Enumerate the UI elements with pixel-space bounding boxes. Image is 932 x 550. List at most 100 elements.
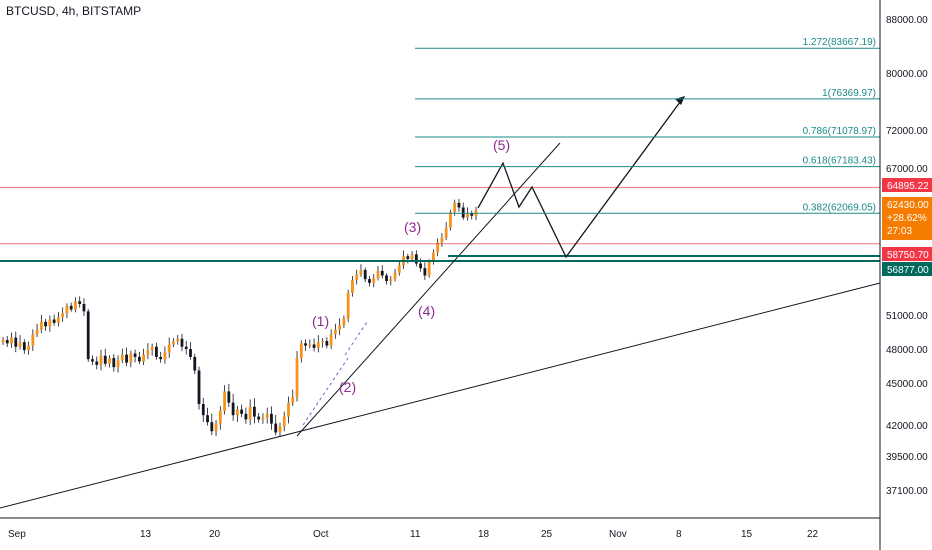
y-tick-label: 51000.00: [886, 311, 928, 322]
candle-body: [304, 343, 307, 346]
candle-body: [35, 329, 39, 335]
x-axis[interactable]: Sep 13 20 Oct 11 18 25 Nov 8 15 22: [8, 529, 819, 540]
short-term-trendline[interactable]: [296, 142, 561, 437]
candle-body: [189, 349, 192, 357]
candle-body: [39, 321, 43, 330]
candle-body: [287, 402, 290, 417]
candle-body: [282, 416, 286, 427]
candle-body: [440, 237, 444, 243]
wave-label: (3): [404, 219, 421, 235]
y-tick-label: 80000.00: [886, 69, 928, 80]
x-tick-label: 25: [541, 529, 553, 540]
candle-body: [308, 344, 312, 346]
candle-body: [427, 261, 431, 276]
candle-body: [56, 317, 60, 323]
long-term-trendline[interactable]: [0, 282, 881, 509]
wave-label: (4): [418, 303, 435, 319]
candle-body: [470, 213, 474, 216]
candle-body: [457, 202, 461, 208]
projection-arrowhead: [675, 96, 685, 105]
candle-body: [265, 413, 269, 418]
candle-body: [112, 358, 116, 368]
candle-body: [142, 354, 146, 362]
candle-body: [321, 341, 324, 343]
wave-label: (1): [312, 313, 329, 329]
candle-body: [184, 346, 188, 349]
candle-body: [69, 305, 73, 310]
wave-dashed-line: [302, 357, 349, 426]
wave-labels: (1) (2) (3) (4) (5): [312, 137, 510, 395]
candle-body: [193, 356, 197, 371]
candle-body: [385, 275, 388, 282]
candle-body: [372, 278, 376, 283]
candle-body: [333, 329, 337, 335]
candle-body: [253, 406, 256, 417]
x-tick-label: Oct: [313, 529, 329, 540]
price-level-badge: [882, 178, 932, 192]
candle-body: [355, 274, 359, 281]
x-tick-label: Nov: [609, 529, 627, 540]
candle-body: [214, 423, 218, 432]
candle-body: [363, 269, 367, 280]
candle-body: [397, 265, 401, 273]
x-tick-label: 22: [807, 529, 819, 540]
y-axis[interactable]: 88000.00 80000.00 72000.00 67000.00 51000.00…: [886, 15, 928, 497]
current-price-badge-text: 62430.00: [887, 200, 929, 211]
current-price-badge-text: +28.62%: [887, 213, 927, 224]
candle-body: [48, 319, 52, 327]
candle-body: [129, 353, 133, 363]
y-tick-label: 39500.00: [886, 452, 928, 463]
price-level-badge: [882, 262, 932, 276]
price-level-badge: [882, 247, 932, 261]
candle-body: [291, 397, 295, 403]
candle-body: [376, 270, 380, 279]
candle-body: [414, 254, 418, 264]
candle-body: [44, 321, 48, 327]
x-tick-label: 13: [140, 529, 152, 540]
candle-body: [244, 413, 248, 420]
candle-body: [270, 413, 273, 424]
candle-body: [86, 311, 90, 360]
candle-body: [419, 263, 423, 269]
candle-body: [206, 415, 209, 423]
candle-body: [22, 342, 26, 351]
current-price-badge: [882, 197, 932, 240]
candle-body: [223, 391, 226, 411]
y-tick-label: 48000.00: [886, 345, 928, 356]
candle-body: [180, 338, 184, 347]
candle-body: [316, 342, 320, 348]
candle-body: [227, 391, 231, 403]
candle-body: [248, 406, 252, 420]
candle-body: [261, 418, 265, 420]
candle-body: [116, 360, 120, 368]
candle-body: [167, 344, 171, 353]
y-tick-label: 42000.00: [886, 421, 928, 432]
price-level-badge-text: 58750.70: [887, 250, 929, 261]
projected-path[interactable]: [477, 97, 684, 259]
y-tick-label: 45000.00: [886, 379, 928, 390]
x-tick-label: Sep: [8, 529, 26, 540]
chart-title: BTCUSD, 4h, BITSTAMP: [6, 4, 142, 18]
candle-body: [82, 303, 86, 312]
candle-body: [444, 227, 448, 238]
candle-body: [453, 202, 457, 213]
x-tick-label: 15: [741, 529, 753, 540]
current-price-badge-text: 27:03: [887, 226, 912, 237]
candle-body: [257, 416, 261, 420]
candle-body: [197, 370, 201, 404]
candle-body: [176, 338, 180, 342]
candle-body: [52, 319, 56, 323]
wave-label: (2): [339, 379, 356, 395]
candle-body: [74, 301, 77, 310]
candle-body: [133, 353, 137, 357]
candle-body: [5, 339, 9, 344]
fib-level-label: 1.272(83667.19): [803, 37, 876, 48]
candle-body: [406, 256, 410, 259]
x-tick-label: 20: [209, 529, 221, 540]
wave-dashed-line: [344, 321, 368, 356]
candle-body: [155, 346, 158, 357]
fib-level-label: 0.618(67183.43): [803, 156, 876, 167]
wave-label: (5): [493, 137, 510, 153]
y-tick-label: 88000.00: [886, 15, 928, 26]
